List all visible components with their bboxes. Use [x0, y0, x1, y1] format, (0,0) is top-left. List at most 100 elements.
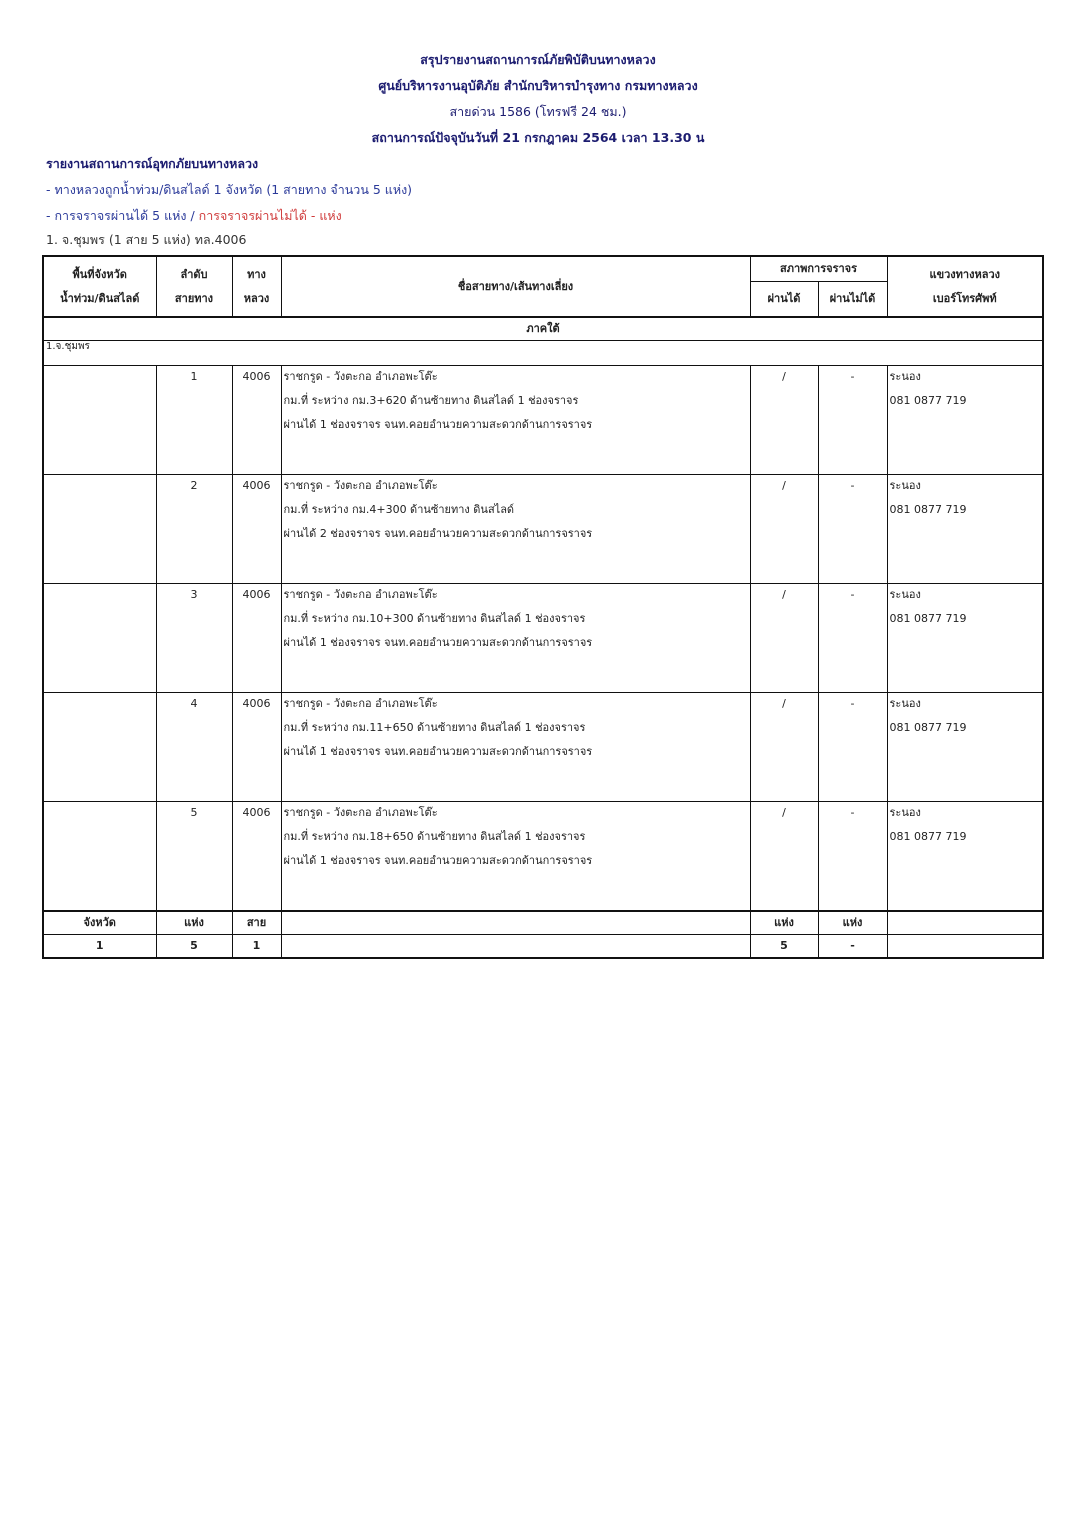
seq-cell: 4 [155, 692, 233, 802]
footer-value-province: 1 [42, 934, 157, 959]
province-row: 1.จ.ชุมพร [42, 340, 1044, 366]
footer-label-places: แห่ง [155, 910, 233, 935]
summary-affected: - ทางหลวงถูกน้ำท่วม/ดินสไลด์ 1 จังหวัด (… [46, 182, 413, 197]
table-header-row: พื้นที่จังหวัด น้ำท่วม/ดินสไลด์ ลำดับ สายท… [42, 255, 1044, 318]
office-cell: ระนอง 081 0877 719 [886, 365, 1044, 475]
office-phone: 081 0877 719 [889, 503, 967, 516]
region-row: ภาคใต้ [42, 316, 1044, 341]
header-office: แขวงทางหลวง เบอร์โทรศัพท์ [886, 255, 1044, 318]
summary-heading: รายงานสถานการณ์อุทกภัยบนทางหลวง [46, 156, 259, 171]
footer-value-routes: 1 [231, 934, 282, 959]
table-row: 5 4006 ราชกรูด - วังตะกอ อำเภอพะโต๊ะกม.ที่… [42, 801, 1044, 912]
highway-cell: 4006 [231, 365, 282, 475]
route-location: กม.ที่ ระหว่าง กม.4+300 ด้านซ้ายทาง ดินส… [283, 503, 515, 516]
office-cell: ระนอง 081 0877 719 [886, 474, 1044, 584]
nopass-cell: - [817, 801, 888, 912]
office-phone: 081 0877 719 [889, 721, 967, 734]
route-cell: ราชกรูด - วังตะกอ อำเภอพะโต๊ะกม.ที่ ระหว… [280, 583, 751, 693]
footer-value-pass: 5 [749, 934, 819, 959]
footer-value-nopass: - [817, 934, 888, 959]
pass-cell: / [749, 474, 819, 584]
incident-table: พื้นที่จังหวัด น้ำท่วม/ดินสไลด์ ลำดับ สายท… [42, 255, 1044, 959]
office-cell: ระนอง 081 0877 719 [886, 692, 1044, 802]
route-name: ราชกรูด - วังตะกอ อำเภอพะโต๊ะ [283, 588, 438, 601]
highway-cell: 4006 [231, 474, 282, 584]
route-name: ราชกรูด - วังตะกอ อำเภอพะโต๊ะ [283, 479, 438, 492]
table-row: 4 4006 ราชกรูด - วังตะกอ อำเภอพะโต๊ะกม.ที่… [42, 692, 1044, 802]
office-phone: 081 0877 719 [889, 394, 967, 407]
route-name: ราชกรูด - วังตะกอ อำเภอพะโต๊ะ [283, 370, 438, 383]
seq-cell: 1 [155, 365, 233, 475]
nopass-cell: - [817, 474, 888, 584]
footer-label-row: จังหวัด แห่ง สาย แห่ง แห่ง [42, 910, 1044, 935]
province-label: 1.จ.ชุมพร [42, 340, 1044, 366]
area-cell [42, 801, 157, 912]
seq-cell: 5 [155, 801, 233, 912]
area-cell [42, 583, 157, 693]
table-subheader-row: ผ่านได้ ผ่านไม่ได้ [43, 281, 1043, 318]
office-phone: 081 0877 719 [889, 830, 967, 843]
table-row: 2 4006 ราชกรูด - วังตะกอ อำเภอพะโต๊ะกม.ที่… [42, 474, 1044, 584]
header-nopass: ผ่านไม่ได้ [817, 281, 888, 318]
footer-label-pass: แห่ง [749, 910, 819, 935]
office-name: ระนอง [889, 806, 921, 819]
footer-value-places: 5 [155, 934, 233, 959]
area-cell [42, 692, 157, 802]
pass-cell: / [749, 692, 819, 802]
header-highway: ทาง หลวง [231, 255, 282, 318]
route-cell: ราชกรูด - วังตะกอ อำเภอพะโต๊ะกม.ที่ ระหว… [280, 474, 751, 584]
region-label: ภาคใต้ [42, 316, 1044, 341]
footer-label-nopass: แห่ง [817, 910, 888, 935]
seq-cell: 3 [155, 583, 233, 693]
summary-impassable: การจราจรผ่านไม่ได้ - แห่ง [198, 208, 342, 223]
pass-cell: / [749, 801, 819, 912]
footer-label-province: จังหวัด [42, 910, 157, 935]
nopass-cell: - [817, 365, 888, 475]
office-name: ระนอง [889, 479, 921, 492]
route-location: กม.ที่ ระหว่าง กม.18+650 ด้านซ้ายทาง ดิน… [283, 830, 586, 843]
footer-label-routes: สาย [231, 910, 282, 935]
office-name: ระนอง [889, 588, 921, 601]
footer-empty [280, 934, 751, 959]
route-location: กม.ที่ ระหว่าง กม.10+300 ด้านซ้ายทาง ดิน… [283, 612, 586, 625]
route-name: ราชกรูด - วังตะกอ อำเภอพะโต๊ะ [283, 697, 438, 710]
nopass-cell: - [817, 583, 888, 693]
office-cell: ระนอง 081 0877 719 [886, 801, 1044, 912]
highway-cell: 4006 [231, 583, 282, 693]
office-name: ระนอง [889, 370, 921, 383]
office-phone: 081 0877 719 [889, 612, 967, 625]
seq-cell: 2 [155, 474, 233, 584]
route-location: กม.ที่ ระหว่าง กม.11+650 ด้านซ้ายทาง ดิน… [283, 721, 586, 734]
footer-empty [886, 910, 1044, 935]
footer-value-row: 1 5 1 5 - [42, 934, 1044, 959]
header-pass: ผ่านได้ [749, 281, 819, 318]
route-status: ผ่านได้ 1 ช่องจราจร จนท.คอยอำนวยความสะดว… [283, 745, 593, 758]
table-row: 1 4006 ราชกรูด - วังตะกอ อำเภอพะโต๊ะกม.ที่… [42, 365, 1044, 475]
route-cell: ราชกรูด - วังตะกอ อำเภอพะโต๊ะกม.ที่ ระหว… [280, 692, 751, 802]
pass-cell: / [749, 365, 819, 475]
route-cell: ราชกรูด - วังตะกอ อำเภอพะโต๊ะกม.ที่ ระหว… [280, 801, 751, 912]
summary-traffic: - การจราจรผ่านได้ 5 แห่ง / การจราจรผ่านไ… [46, 206, 342, 226]
report-status-time: สถานการณ์ปัจจุบันวันที่ 21 กรกฎาคม 2564 … [371, 130, 705, 145]
route-status: ผ่านได้ 1 ช่องจราจร จนท.คอยอำนวยความสะดว… [283, 854, 593, 867]
footer-empty [886, 934, 1044, 959]
report-title: สรุปรายงานสถานการณ์ภัยพิบัติบนทางหลวง [420, 52, 656, 67]
route-status: ผ่านได้ 1 ช่องจราจร จนท.คอยอำนวยความสะดว… [283, 636, 593, 649]
table-row: 3 4006 ราชกรูด - วังตะกอ อำเภอพะโต๊ะกม.ที่… [42, 583, 1044, 693]
office-name: ระนอง [889, 697, 921, 710]
office-cell: ระนอง 081 0877 719 [886, 583, 1044, 693]
area-cell [42, 365, 157, 475]
pass-cell: / [749, 583, 819, 693]
footer-empty [280, 910, 751, 935]
highway-cell: 4006 [231, 801, 282, 912]
report-hotline: สายด่วน 1586 (โทรฟรี 24 ชม.) [449, 104, 627, 119]
highway-cell: 4006 [231, 692, 282, 802]
route-location: กม.ที่ ระหว่าง กม.3+620 ด้านซ้ายทาง ดินส… [283, 394, 579, 407]
header-route: ชื่อสายทาง/เส้นทางเลี่ยง [280, 255, 751, 318]
route-cell: ราชกรูด - วังตะกอ อำเภอพะโต๊ะกม.ที่ ระหว… [280, 365, 751, 475]
nopass-cell: - [817, 692, 888, 802]
route-name: ราชกรูด - วังตะกอ อำเภอพะโต๊ะ [283, 806, 438, 819]
route-status: ผ่านได้ 2 ช่องจราจร จนท.คอยอำนวยความสะดว… [283, 527, 593, 540]
route-status: ผ่านได้ 1 ช่องจราจร จนท.คอยอำนวยความสะดว… [283, 418, 593, 431]
